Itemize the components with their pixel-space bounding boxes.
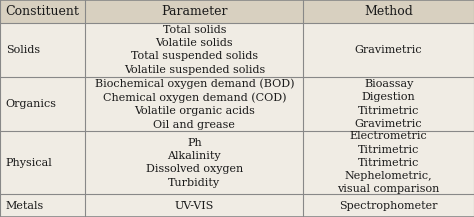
Text: Solids: Solids (6, 45, 40, 55)
Text: Parameter: Parameter (161, 5, 228, 18)
Bar (0, 194, 474, 217)
Text: Total solids
Volatile solids
Total suspended solids
Volatile suspended solids: Total solids Volatile solids Total suspe… (124, 25, 265, 75)
Text: Organics: Organics (6, 99, 57, 109)
Bar (0, 131, 474, 194)
Bar (85, 0, 303, 23)
Text: Ph
Alkalinity
Dissolved oxygen
Turbidity: Ph Alkalinity Dissolved oxygen Turbidity (146, 138, 243, 187)
Text: Bioassay
Digestion
Titrimetric
Gravimetric: Bioassay Digestion Titrimetric Gravimetr… (355, 79, 422, 129)
Text: Gravimetric: Gravimetric (355, 45, 422, 55)
Text: Electrometric
Titrimetric
Titrimetric
Nephelometric,
visual comparison: Electrometric Titrimetric Titrimetric Ne… (337, 131, 440, 194)
Text: Physical: Physical (6, 158, 53, 168)
Text: Metals: Metals (6, 201, 44, 211)
Text: UV-VIS: UV-VIS (174, 201, 214, 211)
Bar (303, 0, 474, 23)
Text: Method: Method (364, 5, 413, 18)
Text: Spectrophometer: Spectrophometer (339, 201, 438, 211)
Bar (0, 23, 474, 77)
Text: Biochemical oxygen demand (BOD)
Chemical oxygen demand (COD)
Volatile organic ac: Biochemical oxygen demand (BOD) Chemical… (95, 79, 294, 130)
Bar (0, 0, 85, 23)
Bar (0, 77, 474, 131)
Text: Constituent: Constituent (6, 5, 80, 18)
